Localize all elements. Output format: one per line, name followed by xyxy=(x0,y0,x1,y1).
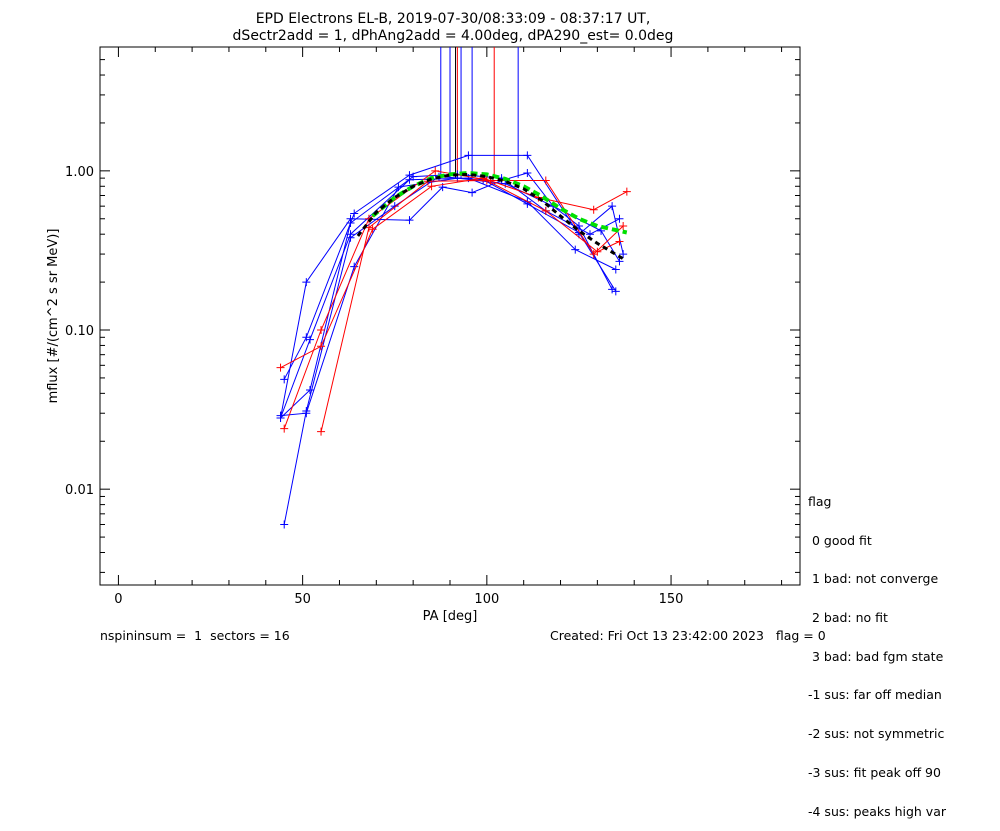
y-tick-label: 0.01 xyxy=(65,483,94,498)
footer-right: Created: Fri Oct 13 23:42:00 2023 flag =… xyxy=(550,628,826,643)
data-point xyxy=(593,247,602,256)
footer-left: nspininsum = 1 sectors = 16 xyxy=(100,628,290,643)
data-point xyxy=(464,151,473,160)
data-point xyxy=(431,166,440,175)
data-point xyxy=(427,182,436,191)
chart-title: EPD Electrons EL-B, 2019-07-30/08:33:09 … xyxy=(256,11,651,27)
legend-item: -3 sus: fit peak off 90 xyxy=(808,764,941,780)
data-point xyxy=(405,216,414,225)
data-point xyxy=(482,176,491,185)
x-tick-label: 50 xyxy=(294,592,311,607)
data-point xyxy=(541,176,550,185)
data-point xyxy=(350,262,359,271)
x-axis-label: PA [deg] xyxy=(423,609,478,624)
data-point xyxy=(611,265,620,274)
data-point xyxy=(276,414,285,423)
data-point xyxy=(302,278,311,287)
series-line xyxy=(280,173,620,419)
data-point xyxy=(619,250,628,259)
data-point xyxy=(622,187,631,196)
legend-item: 3 bad: bad fgm state xyxy=(808,648,944,664)
data-point xyxy=(589,205,598,214)
peak-markers xyxy=(440,47,519,179)
y-axis-label: mflux [#/(cm^2 s sr MeV)] xyxy=(46,229,61,404)
data-point xyxy=(468,188,477,197)
data-point xyxy=(364,223,373,232)
flag-legend: flag 0 good fit 1 bad: not converge 2 ba… xyxy=(808,470,946,831)
data-point xyxy=(276,363,285,372)
data-point xyxy=(317,326,326,335)
data-point xyxy=(611,287,620,296)
legend-item: -1 sus: far off median xyxy=(808,687,942,703)
series-line xyxy=(283,176,617,525)
x-tick-label: 100 xyxy=(474,592,499,607)
data-point xyxy=(523,168,532,177)
data-point xyxy=(306,385,314,394)
data-point xyxy=(346,219,355,228)
series-line xyxy=(280,177,628,369)
x-tick-label: 150 xyxy=(659,592,684,607)
data-point xyxy=(608,202,617,211)
legend-item: 1 bad: not converge xyxy=(808,571,939,587)
data-point xyxy=(280,424,289,433)
data-point xyxy=(368,225,377,234)
data-point xyxy=(317,427,326,436)
data-point xyxy=(390,202,399,211)
flux-plot: EPD Electrons EL-B, 2019-07-30/08:33:09 … xyxy=(46,11,801,624)
fit-curves xyxy=(356,170,628,261)
data-point xyxy=(409,172,418,181)
axis-ticks: 0 50 100 150 0.01 0.10 1.00 xyxy=(65,46,800,607)
median-curve xyxy=(371,170,628,235)
legend-title: flag xyxy=(808,493,832,509)
legend-item: -4 sus: peaks high var xyxy=(808,803,947,819)
series-line xyxy=(280,177,620,417)
data-point xyxy=(350,209,359,218)
chart-subtitle: dSectr2add = 1, dPhAng2add = 4.00deg, dP… xyxy=(233,28,674,44)
data-point xyxy=(346,233,355,242)
data-point xyxy=(317,342,326,351)
data-point xyxy=(523,151,532,160)
legend-item: -2 sus: not symmetric xyxy=(808,726,945,742)
data-point xyxy=(619,222,628,231)
data-point xyxy=(280,520,289,529)
data-point xyxy=(615,257,624,266)
data-point xyxy=(615,237,624,246)
y-tick-label: 0.10 xyxy=(65,324,94,339)
y-tick-label: 1.00 xyxy=(65,165,94,180)
data-point xyxy=(302,409,311,418)
data-point xyxy=(571,245,580,254)
data-point xyxy=(280,375,289,384)
data-point xyxy=(541,206,550,215)
x-tick-label: 0 xyxy=(114,592,122,607)
data-point xyxy=(306,335,314,344)
data-series xyxy=(276,151,631,529)
legend-item: 0 good fit xyxy=(808,532,872,548)
legend-item: 2 bad: no fit xyxy=(808,609,888,625)
data-point xyxy=(615,214,624,223)
